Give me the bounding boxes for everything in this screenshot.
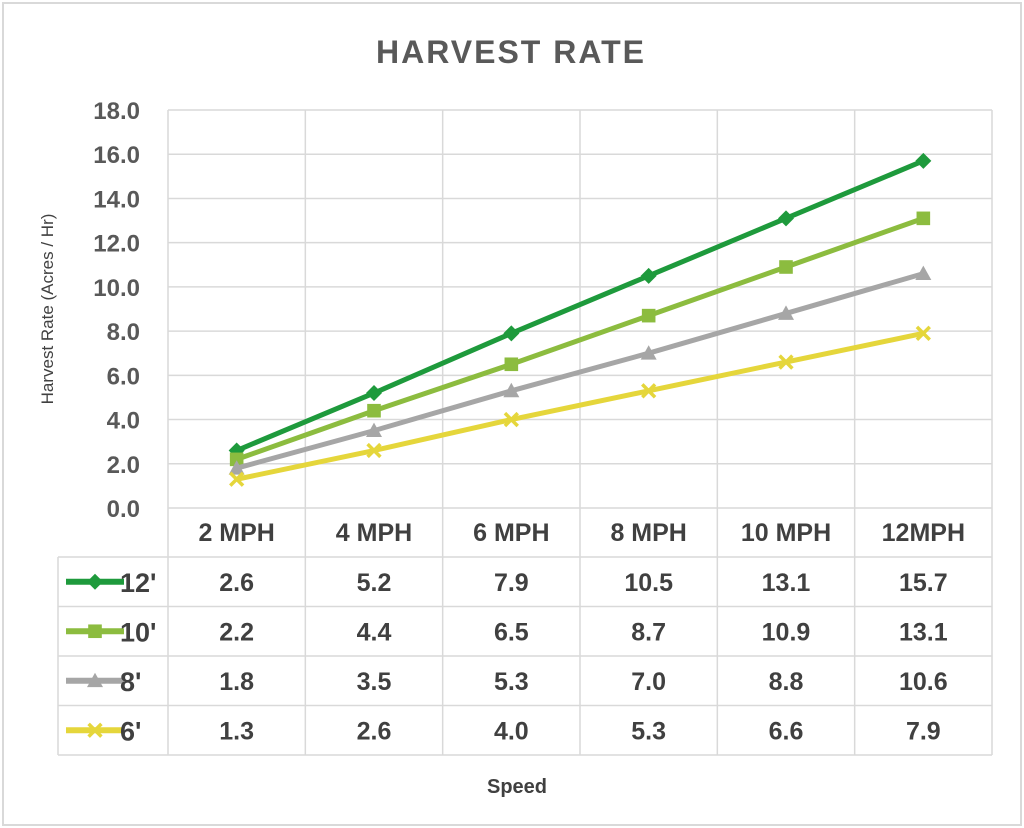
data-point [915, 265, 932, 281]
data-point [504, 357, 519, 372]
data-point [229, 452, 244, 467]
table-cell: 7.0 [631, 668, 666, 696]
series-line [235, 158, 925, 453]
table-cell: 5.3 [494, 668, 529, 696]
data-point [778, 305, 794, 320]
table-cell: 7.9 [494, 569, 529, 597]
table-cell: 6.5 [494, 618, 529, 646]
data-point [641, 308, 656, 323]
category-label: 2 MPH [198, 519, 274, 547]
table-cell: 2.6 [357, 717, 392, 745]
table-cell: 2.6 [219, 569, 254, 597]
data-point [503, 382, 520, 398]
data-point [640, 345, 657, 360]
data-point [641, 383, 657, 399]
series-name: 6' [120, 716, 141, 746]
x-axis-label: Speed [487, 776, 547, 798]
y-tick-label: 0.0 [107, 496, 140, 523]
data-point [503, 325, 520, 342]
data-point [915, 152, 932, 169]
table-cell: 10.6 [899, 668, 948, 696]
data-point [778, 210, 794, 227]
data-point [640, 267, 657, 284]
series [229, 325, 931, 487]
y-tick-label: 10.0 [93, 275, 140, 302]
data-table: 2 MPH 4 MPH 6 MPH 8 MPH 10 MPH 12MPH 12' 2.6 5.2… [57, 508, 993, 756]
table-cell: 3.5 [357, 668, 392, 696]
series-line [236, 330, 924, 482]
category-label: 6 MPH [473, 519, 549, 547]
category-label: 4 MPH [336, 519, 412, 547]
series [229, 211, 931, 467]
y-tick-label: 6.0 [107, 363, 140, 390]
series-name: 12' [120, 568, 156, 598]
category-label: 10 MPH [741, 519, 831, 547]
series-line [235, 215, 925, 462]
y-tick-labels: 0.0 2.0 4.0 6.0 8.0 10.0 12.0 14.0 16.0 18.0 [93, 98, 140, 523]
table-cell: 4.0 [494, 717, 529, 745]
data-point [915, 325, 931, 341]
table-cell: 4.4 [357, 618, 392, 646]
y-tick-label: 8.0 [107, 319, 140, 346]
data-point [367, 403, 381, 418]
y-axis-label: Harvest Rate (Acres / Hr) [38, 214, 57, 405]
table-cell: 8.7 [631, 618, 666, 646]
table-cell: 5.2 [357, 569, 392, 597]
data-point [229, 471, 245, 487]
data-point [366, 422, 382, 438]
data-point [366, 442, 382, 459]
y-tick-label: 4.0 [107, 408, 140, 435]
table-cell: 2.2 [219, 618, 254, 646]
category-label: 12MPH [882, 519, 965, 547]
series [228, 265, 932, 475]
table-cell: 1.3 [219, 717, 254, 745]
series-name: 10' [120, 617, 156, 647]
y-tick-label: 14.0 [93, 186, 140, 213]
table-cell: 10.9 [762, 618, 811, 646]
table-cell: 1.8 [219, 668, 254, 696]
data-point [87, 722, 103, 738]
data-point [87, 573, 103, 590]
data-point [778, 354, 794, 370]
chart-title: HARVEST RATE [376, 34, 646, 70]
table-cell: 13.1 [899, 618, 948, 646]
table-cell: 13.1 [762, 569, 811, 597]
table-cell: 6.6 [769, 717, 804, 745]
data-point [916, 211, 931, 226]
table-cell: 7.9 [906, 717, 941, 745]
data-point [779, 260, 793, 274]
y-tick-label: 18.0 [93, 98, 140, 125]
table-cell: 15.7 [899, 569, 948, 597]
data-point [88, 624, 102, 639]
data-point [366, 385, 382, 402]
data-point [503, 411, 519, 428]
data-point [228, 460, 245, 475]
table-cell: 10.5 [624, 569, 673, 597]
y-tick-label: 2.0 [107, 452, 140, 479]
category-label: 8 MPH [610, 519, 686, 547]
series-line [236, 271, 925, 471]
table-cell: 8.8 [769, 668, 804, 696]
y-tick-label: 16.0 [93, 142, 140, 169]
series [228, 152, 932, 459]
series-lines [228, 152, 932, 487]
series-name: 8' [120, 667, 141, 697]
table-cell: 5.3 [631, 717, 666, 745]
y-tick-label: 12.0 [93, 231, 140, 258]
data-point [87, 672, 103, 688]
